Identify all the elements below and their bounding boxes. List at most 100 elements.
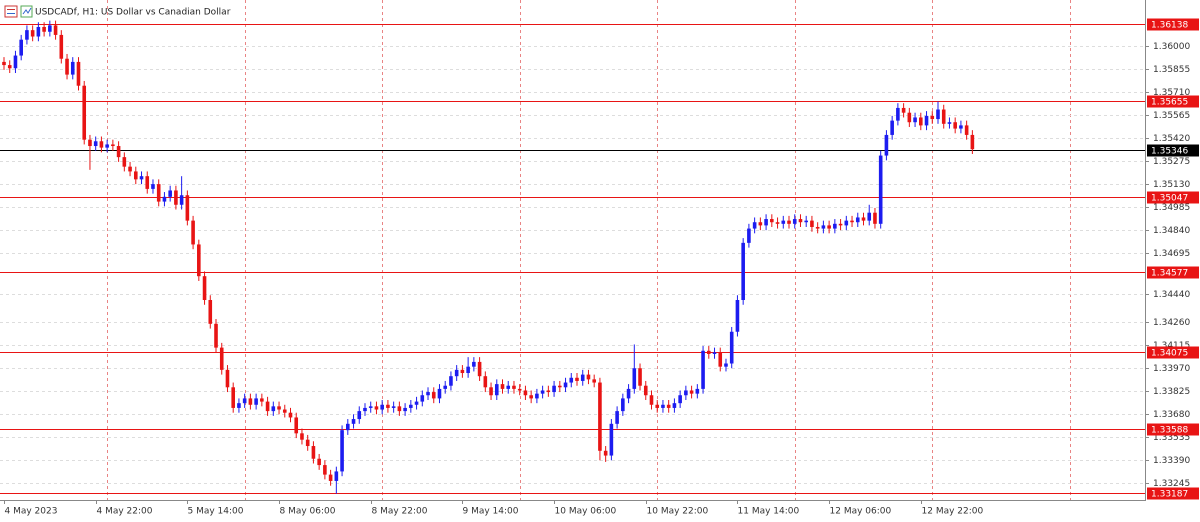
candle-body: [260, 398, 264, 402]
candle-body: [277, 406, 281, 410]
candle-body: [770, 219, 774, 223]
candle-body: [913, 117, 917, 123]
candle-body: [896, 107, 900, 121]
candle-body: [311, 446, 316, 459]
x-tick-label: 9 May 14:00: [463, 507, 519, 517]
candle-body: [798, 219, 803, 223]
candle-body: [133, 171, 138, 180]
candle-body: [506, 385, 511, 389]
y-tick-label: 1.34695: [1153, 249, 1190, 259]
candle-body: [855, 217, 860, 223]
candle-body: [706, 350, 711, 354]
candle-body: [202, 276, 207, 300]
candle-body: [638, 368, 642, 386]
candle-body: [712, 352, 717, 354]
price-tag: [1147, 18, 1199, 31]
candle-body: [248, 398, 253, 405]
candle-body: [643, 385, 648, 396]
candle-body: [105, 144, 109, 148]
y-tick-label: 1.34440: [1153, 290, 1190, 300]
candle-body: [609, 423, 614, 456]
candle-body: [523, 390, 528, 396]
y-tick-label: 1.36000: [1153, 42, 1190, 52]
candle-body: [93, 141, 98, 147]
candle-body: [214, 323, 218, 348]
candle-body: [70, 61, 75, 75]
candle-body: [775, 222, 780, 224]
x-tick-label: 11 May 14:00: [738, 507, 800, 517]
candle-body: [2, 61, 6, 66]
candle-body: [30, 30, 35, 37]
price-tag-label: 1.33588: [1151, 426, 1188, 436]
candle-body: [517, 388, 522, 391]
candle-body: [48, 25, 52, 32]
candle-body: [924, 115, 929, 126]
candle-body: [483, 376, 488, 388]
y-tick-label: 1.34985: [1153, 203, 1190, 213]
candle-body: [460, 369, 465, 374]
candle-body: [454, 369, 459, 377]
y-tick-label: 1.34260: [1153, 318, 1190, 328]
candle-body: [145, 176, 150, 189]
price-tag-label: 1.33187: [1151, 490, 1188, 500]
x-tick-label: 12 May 22:00: [922, 507, 984, 517]
chart-title: USDCADf, H1: US Dollar vs Canadian Dolla…: [35, 8, 231, 18]
candle-body: [162, 196, 167, 202]
candle-body: [351, 419, 356, 424]
x-tick-label: 5 May 14:00: [188, 507, 244, 517]
price-tag: [1147, 346, 1199, 359]
candle-body: [598, 382, 602, 451]
candle-body: [191, 220, 195, 245]
candle-body: [323, 465, 327, 475]
candle-body: [443, 385, 448, 389]
candle-body: [901, 107, 906, 113]
y-tick-label: 1.35275: [1153, 157, 1190, 167]
candle-body: [317, 458, 321, 466]
candle-body: [558, 385, 562, 388]
candle-body: [494, 384, 499, 396]
candle-body: [752, 222, 757, 229]
candle-body: [764, 219, 768, 226]
y-tick-label: 1.34840: [1153, 226, 1190, 236]
candle-body: [529, 395, 533, 399]
candle-body: [386, 404, 390, 408]
candle-body: [792, 219, 797, 224]
candle-body: [569, 377, 574, 383]
candle-body: [540, 390, 545, 394]
candle-body: [615, 411, 619, 424]
candle-body: [649, 395, 654, 405]
candle-body: [810, 220, 814, 227]
candle-body: [695, 388, 700, 394]
candle-body: [781, 220, 786, 224]
candle-body: [552, 385, 556, 393]
x-tick-label: 10 May 22:00: [647, 507, 709, 517]
candle-body: [414, 401, 419, 405]
candle-body: [65, 58, 69, 75]
candle-body: [884, 134, 889, 156]
candle-body: [7, 65, 12, 69]
y-tick-label: 1.35420: [1153, 134, 1190, 144]
candle-body: [42, 26, 46, 32]
candle-body: [941, 109, 946, 124]
candle-body: [179, 195, 184, 205]
candle-body: [391, 406, 396, 408]
candle-body: [231, 387, 235, 408]
y-tick-label: 1.35130: [1153, 180, 1190, 190]
candle-body: [265, 401, 270, 412]
candle-body: [850, 220, 854, 223]
candle-body: [970, 134, 975, 150]
price-tag-label: 1.35346: [1151, 147, 1188, 157]
title-bar: USDCADf, H1: US Dollar vs Canadian Dolla…: [4, 5, 231, 18]
menu-icon[interactable]: [4, 5, 18, 18]
candle-body: [838, 223, 843, 226]
candle-body: [426, 392, 430, 396]
candle-body: [592, 379, 596, 383]
candle-body: [672, 403, 677, 408]
candle-body: [930, 115, 935, 120]
y-tick-label: 1.34115: [1153, 341, 1190, 351]
price-tag-label: 1.34075: [1151, 349, 1188, 359]
candle-body: [346, 423, 350, 431]
candle-body: [844, 220, 849, 226]
candle-body: [758, 222, 763, 226]
candle-body: [111, 144, 115, 147]
